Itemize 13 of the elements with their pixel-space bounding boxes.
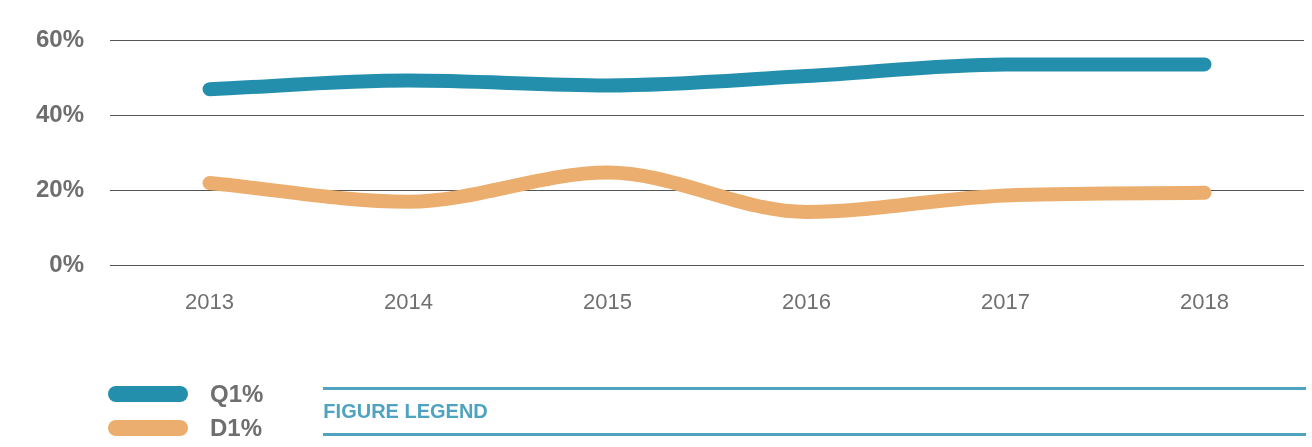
y-tick-label: 20% bbox=[35, 175, 85, 203]
legend-label: D1% bbox=[210, 414, 263, 442]
y-tick-label: 40% bbox=[35, 100, 85, 128]
x-tick-label: 2014 bbox=[384, 288, 433, 314]
legend-label: Q1% bbox=[210, 380, 264, 408]
y-tick-label: 0% bbox=[49, 250, 85, 278]
x-tick-label: 2013 bbox=[185, 288, 235, 314]
text: FIGURE LEGEND bbox=[323, 386, 1306, 436]
x-tick-label: 2017 bbox=[981, 288, 1030, 314]
x-tick-label: 2015 bbox=[583, 288, 632, 314]
x-tick-label: 2018 bbox=[1180, 288, 1229, 314]
x-tick-label: 2016 bbox=[782, 288, 831, 314]
y-tick-label: 60% bbox=[35, 25, 85, 53]
